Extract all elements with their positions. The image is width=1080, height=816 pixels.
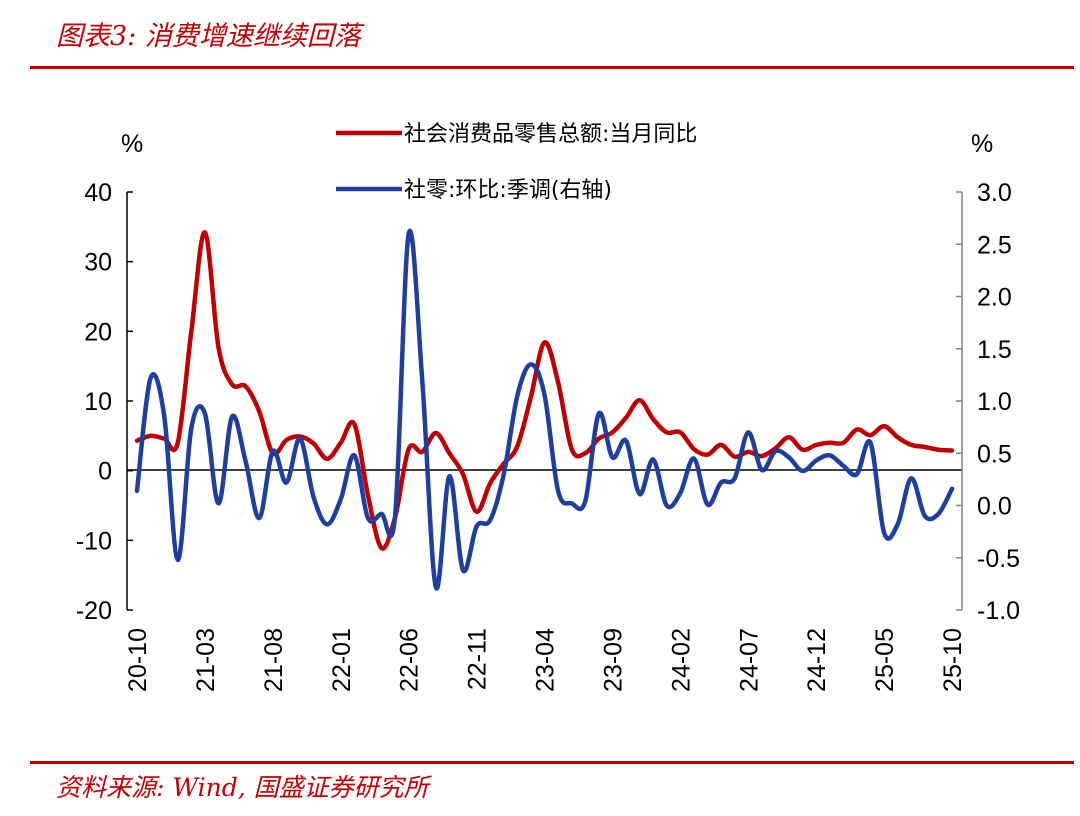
x-tick-label: 22-11: [464, 628, 492, 690]
right-tick-label: 3.0: [977, 179, 1012, 207]
x-tick-label: 21-03: [192, 628, 220, 692]
legend: 社会消费品零售总额:当月同比 社零:环比:季调(右轴): [336, 122, 697, 203]
right-tick-label: 2.5: [977, 231, 1012, 259]
right-tick-label: -0.5: [977, 545, 1020, 573]
x-tick-label: 23-09: [599, 628, 627, 692]
right-tick-label: 0.0: [977, 493, 1012, 521]
x-tick-label: 21-08: [260, 628, 288, 692]
series-line-retail-yoy: [134, 230, 955, 551]
x-tick-label: 25-10: [939, 628, 967, 692]
series-layer: [134, 228, 955, 591]
x-tick-label: 22-06: [396, 628, 424, 692]
figure-title: 图表3: 消费增速继续回落: [56, 21, 361, 52]
right-tick-label: 1.0: [977, 388, 1012, 416]
left-axis-ticks: 40 30 20 10 0 -10 -20: [76, 179, 133, 625]
left-tick-label: -20: [76, 597, 112, 625]
left-tick-label: 10: [84, 388, 112, 416]
right-tick-label: 0.5: [977, 440, 1012, 468]
x-tick-label: 25-05: [871, 628, 899, 692]
right-tick-label: -1.0: [977, 597, 1020, 625]
left-tick-label: 0: [98, 458, 112, 486]
right-unit: %: [971, 130, 993, 158]
right-tick-label: 1.5: [977, 336, 1012, 364]
right-axis-ticks: 3.0 2.5 2.0 1.5 1.0 0.5 0.0 -0.5 -1.0: [956, 179, 1020, 625]
x-tick-label: 24-12: [803, 628, 831, 692]
x-axis-ticks: 20-10 21-03 21-08 22-01 22-06 22-11 23-04 23-09…: [124, 628, 967, 692]
left-unit: %: [121, 130, 143, 158]
x-tick-label: 23-04: [532, 628, 560, 692]
left-tick-label: -10: [76, 527, 112, 555]
x-tick-label: 20-10: [124, 628, 152, 692]
x-tick-label: 24-07: [735, 628, 763, 692]
bottom-divider: [30, 761, 1074, 764]
left-tick-label: 40: [84, 179, 112, 207]
source-note: 资料来源: Wind, 国盛证券研究所: [56, 773, 429, 802]
legend-label-red: 社会消费品零售总额:当月同比: [404, 122, 697, 147]
left-tick-label: 30: [84, 249, 112, 277]
left-tick-label: 20: [84, 318, 112, 346]
top-divider: [30, 66, 1074, 69]
x-tick-label: 22-01: [328, 628, 356, 692]
right-tick-label: 2.0: [977, 284, 1012, 312]
x-tick-label: 24-02: [667, 628, 695, 692]
legend-label-blue: 社零:环比:季调(右轴): [404, 178, 612, 203]
series-line-retail-mom-sa: [134, 228, 955, 591]
